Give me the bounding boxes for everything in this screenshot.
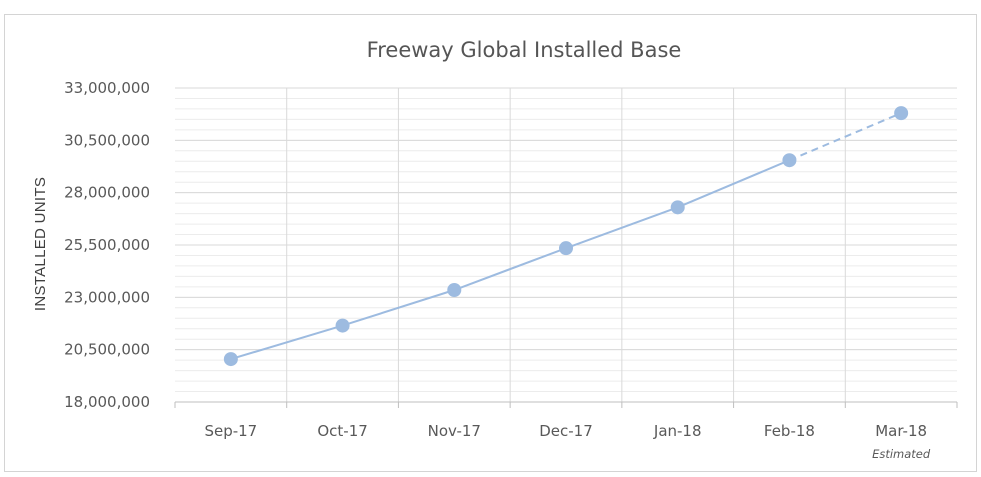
x-tick-label: Jan-18 <box>653 422 702 440</box>
chart-frame <box>4 14 977 472</box>
estimated-note: Estimated <box>872 447 931 461</box>
x-tick-label: Dec-17 <box>539 422 593 440</box>
x-tick-label: Feb-18 <box>764 422 815 440</box>
x-tick-label: Nov-17 <box>428 422 481 440</box>
x-tick-labels: Sep-17 Oct-17 Nov-17 Dec-17 Jan-18 Feb-18 Mar-… <box>204 422 927 440</box>
x-tick-label: Mar-18 <box>875 422 927 440</box>
data-point-oct-17 <box>335 318 350 333</box>
annotations: Estimated <box>872 447 931 461</box>
y-tick-label: 20,500,000 <box>64 341 150 359</box>
axes <box>174 401 958 408</box>
y-tick-labels: 18,000,000 20,500,000 23,000,000 25,500,000… <box>64 79 150 411</box>
data-point-jan-18 <box>670 200 685 215</box>
y-tick-label: 30,500,000 <box>64 131 150 149</box>
data-points <box>223 106 909 367</box>
y-tick-label: 28,000,000 <box>64 184 150 202</box>
y-tick-label: 23,000,000 <box>64 288 150 306</box>
y-tick-label: 33,000,000 <box>64 79 150 97</box>
y-tick-label: 25,500,000 <box>64 236 150 254</box>
series-line-actual <box>230 159 790 361</box>
y-axis-label: INSTALLED UNITS <box>32 177 49 311</box>
y-tick-label: 18,000,000 <box>64 393 150 411</box>
data-point-dec-17 <box>559 241 573 256</box>
data-point-sep-17 <box>223 352 238 367</box>
major-gridlines <box>175 87 957 402</box>
chart-title: Freeway Global Installed Base <box>367 38 682 62</box>
data-point-nov-17 <box>447 283 462 298</box>
series-line <box>230 112 902 361</box>
series-line-estimated <box>789 112 902 162</box>
x-tick-label: Sep-17 <box>204 422 257 440</box>
data-point-mar-18 <box>894 106 909 121</box>
data-point-feb-18 <box>782 153 797 168</box>
x-tick-label: Oct-17 <box>317 422 367 440</box>
